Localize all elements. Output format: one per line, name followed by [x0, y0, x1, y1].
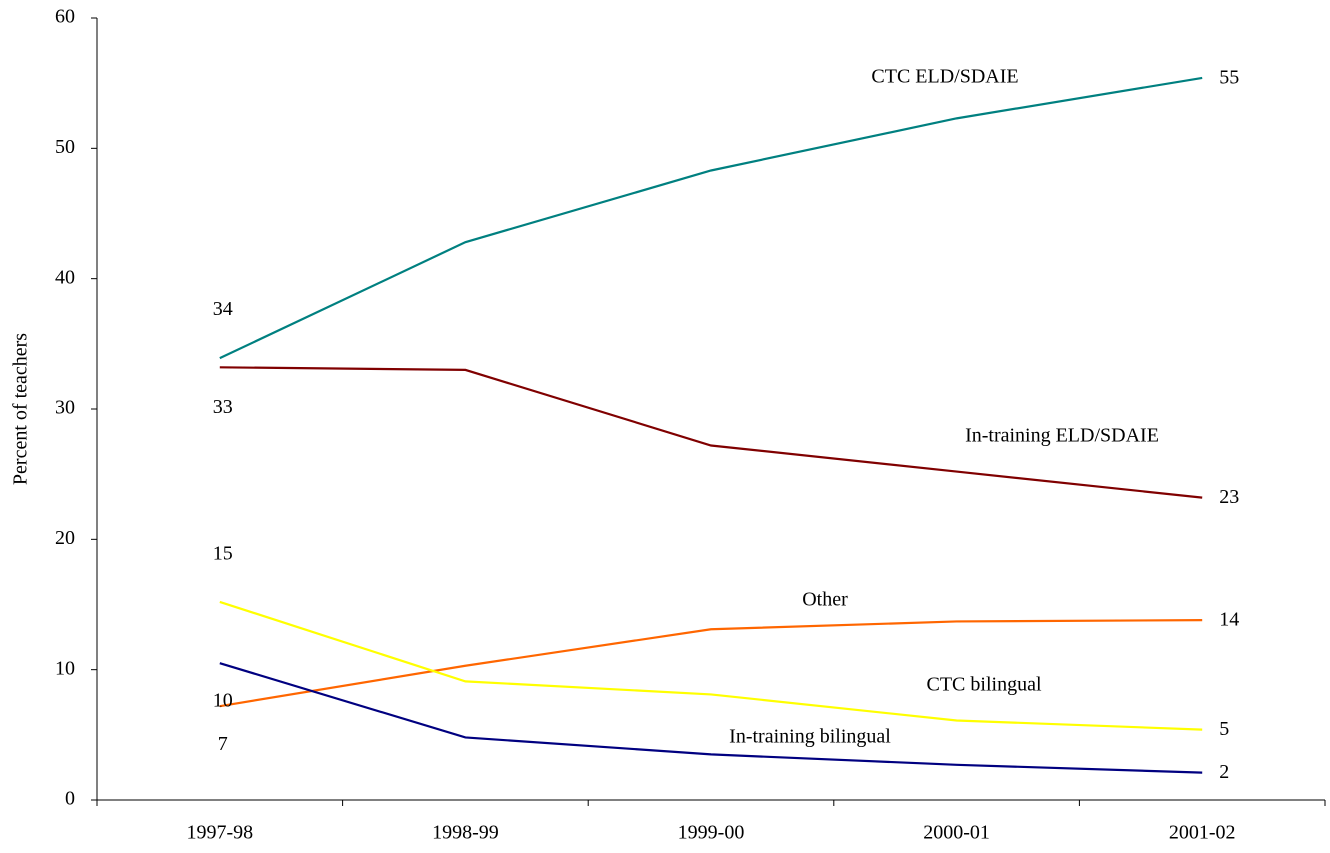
y-tick-label: 30: [55, 397, 75, 419]
data-label: 14: [1219, 609, 1239, 631]
data-label: 5: [1219, 718, 1229, 740]
data-label: 10: [213, 690, 233, 712]
y-tick-label: 40: [55, 266, 75, 288]
data-label: 33: [213, 396, 233, 418]
series-line: [219, 662, 1203, 774]
y-tick-label: 10: [55, 657, 75, 679]
series-label: CTC bilingual: [927, 674, 1042, 696]
series-line: [219, 600, 1203, 731]
y-axis-label: Percent of teachers: [10, 333, 32, 485]
x-tick-label: 1999-00: [678, 822, 745, 844]
y-tick-label: 20: [55, 527, 75, 549]
data-label: 34: [213, 298, 233, 320]
data-label: 55: [1219, 67, 1239, 89]
y-tick-label: 50: [55, 136, 75, 158]
x-tick-label: 2001-02: [1169, 822, 1236, 844]
x-tick-label: 1997-98: [186, 822, 253, 844]
data-label: 2: [1219, 761, 1229, 783]
series-label: CTC ELD/SDAIE: [871, 66, 1018, 88]
series-label: In-training ELD/SDAIE: [965, 425, 1159, 447]
y-tick-label: 60: [55, 6, 75, 28]
series-line: [219, 366, 1203, 499]
series-label: Other: [802, 589, 848, 611]
data-label: 7: [218, 733, 228, 755]
x-tick-label: 2000-01: [923, 822, 990, 844]
x-tick-label: 1998-99: [432, 822, 499, 844]
data-label: 15: [213, 542, 233, 564]
series-label: In-training bilingual: [729, 726, 891, 748]
series-line: [219, 76, 1203, 360]
series-line: [219, 619, 1203, 708]
data-label: 23: [1219, 486, 1239, 508]
y-tick-label: 0: [65, 788, 75, 810]
